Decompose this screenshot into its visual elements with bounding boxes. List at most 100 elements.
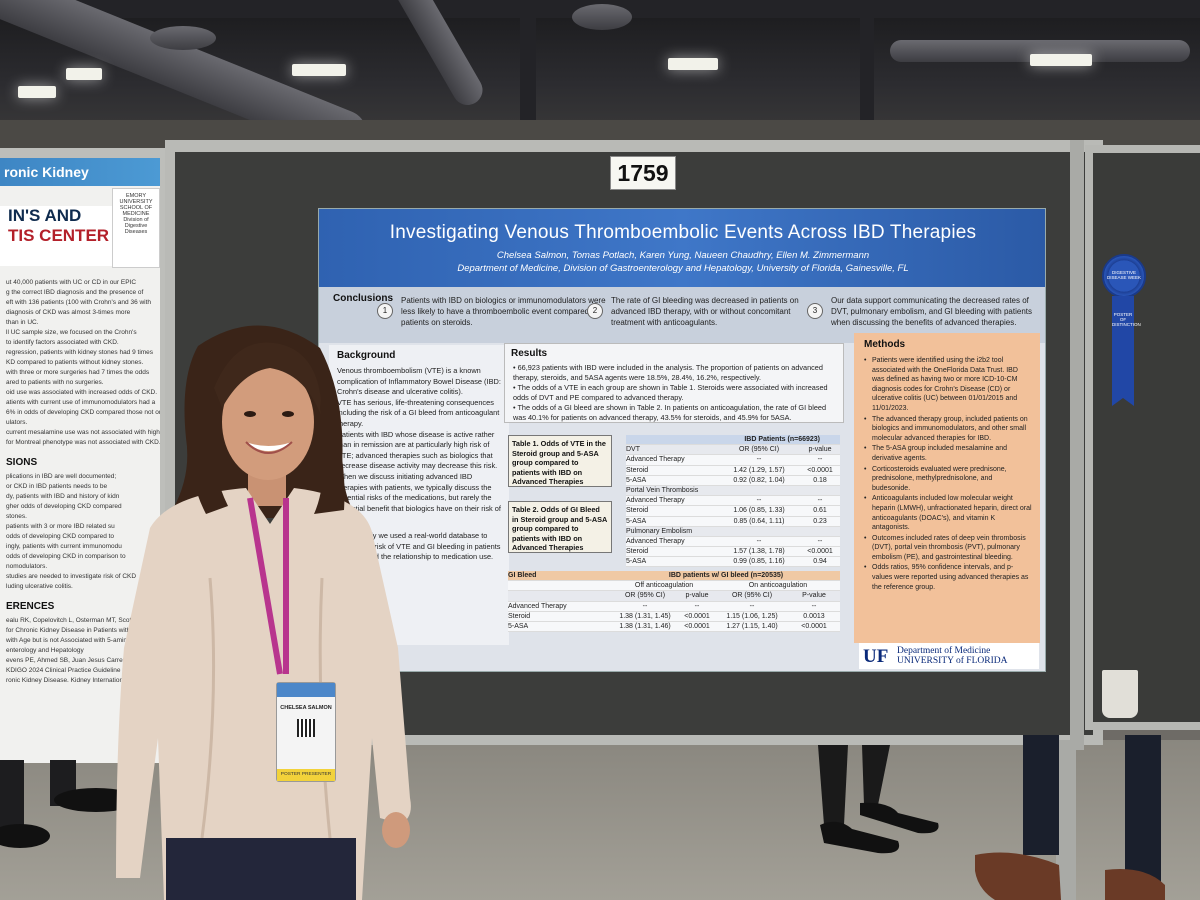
neighbor-text-line: ealu RK, Copelovitch L, Osterman MT, Sco…: [6, 617, 160, 624]
table-cell: --: [694, 602, 700, 610]
table-cell: 0.99 (0.85, 1.16): [733, 558, 785, 566]
table2-gi-bleed-odds: GI Bleed IBD patients w/ GI bleed (n=2053…: [508, 571, 840, 633]
board-post: [1070, 140, 1084, 750]
results-heading: Results: [511, 348, 548, 359]
table1-section-row: Portal Vein Thrombosis: [626, 485, 840, 497]
neighbor-text-line: ronic Kidney Disease. Kidney Internation…: [6, 677, 160, 684]
table-cell: Advanced Therapy: [626, 456, 685, 464]
neighbor-text-line: g the correct IBD diagnosis and the pres…: [6, 289, 144, 296]
table-cell: p-value: [808, 446, 832, 454]
conclusion-item: 3 Our data support communicating the dec…: [807, 295, 1041, 328]
neighbor-band-line: TIS CENTER: [8, 226, 110, 245]
background-paragraph: In this study we used a real-world datab…: [337, 530, 501, 562]
ribbon-text: POSTER OF DISTINCTION: [1112, 312, 1141, 327]
neighbor-text-line: ulators.: [6, 419, 28, 426]
conclusion-number: 3: [807, 303, 823, 319]
table-cell: OR (95% CI): [738, 446, 780, 454]
neighbor-text-line: nomodulators.: [6, 563, 48, 570]
table2-header-row: OR (95% CI) p-value OR (95% CI) P-value: [508, 591, 840, 602]
table-title: IBD Patients (n=66923): [744, 436, 820, 443]
results-bullet: • 66,923 patients with IBD were included…: [513, 363, 823, 382]
neighbor-text-line: ut 40,000 patients with UC or CD in our …: [6, 279, 137, 286]
poster-authors: Chelsea Salmon, Tomas Potlach, Karen Yun…: [496, 250, 870, 261]
table-cell: 1.42 (1.29, 1.57): [733, 466, 785, 474]
neighbor-text-line: stones.: [6, 513, 27, 520]
table-cell: Advanced Therapy: [626, 497, 685, 505]
neighbor-text-line: enterology and Hepatology: [6, 647, 84, 654]
neighbor-poster: ronic Kidney IN'S AND TIS CENTER EMORY U…: [0, 158, 160, 763]
table2-caption: Table 2. Odds of GI Bleed in Steroid gro…: [508, 501, 612, 553]
table-cell: OR (95% CI): [731, 592, 773, 600]
results-section: Results • 66,923 patients with IBD were …: [504, 339, 844, 639]
methods-list: Patients were identified using the i2b2 …: [854, 356, 1040, 592]
table2-title: GI Bleed IBD patients w/ GI bleed (n=2053…: [508, 571, 840, 582]
neighbor-text-line: odds of developing CKD compared to: [6, 533, 115, 540]
table1-title: IBD Patients (n=66923): [626, 435, 840, 446]
board-leg: [1056, 740, 1076, 900]
neighbor-text-line: studies are needed to investigate risk o…: [6, 573, 137, 580]
neighbor-text-line: oid use was associated with increased od…: [6, 389, 158, 396]
presenter: [116, 325, 411, 900]
ribbon-rosette: DIGESTIVE DISEASE WEEK: [1102, 254, 1146, 298]
table-cell: 5-ASA: [626, 558, 647, 566]
table-cell: DVT: [626, 446, 640, 454]
ceiling-light: [66, 68, 102, 80]
methods-bullet: The advanced therapy group, included pat…: [864, 415, 1032, 444]
table-title: IBD patients w/ GI bleed (n=20535): [668, 572, 784, 579]
table1-row: 5-ASA 0.99 (0.85, 1.16) 0.94: [626, 557, 840, 568]
methods-bullet: Corticosteroids evaluated were prednison…: [864, 465, 1032, 494]
ceiling-light: [668, 58, 718, 70]
table-cell: <0.0001: [684, 612, 710, 620]
conclusions-heading: Conclusions: [333, 293, 394, 304]
table-cell: Advanced Therapy: [508, 602, 567, 610]
ceiling-light: [292, 64, 346, 76]
table-cell: <0.0001: [807, 466, 833, 474]
uf-logo: UF: [863, 646, 889, 667]
plastic-cup: [1102, 670, 1138, 718]
table1-row: Steroid 1.42 (1.29, 1.57) <0.0001: [626, 466, 840, 476]
results-bullet: • The odds of a GI bleed are shown in Ta…: [513, 403, 827, 422]
neighbor-text-line: plications in IBD are well documented;: [6, 473, 117, 480]
table-cell: --: [811, 602, 817, 610]
table-cell: P-value: [802, 592, 826, 600]
table1-row: 5-ASA 0.92 (0.82, 1.04) 0.18: [626, 476, 840, 486]
table-cell: <0.0001: [807, 548, 833, 556]
table-cell: 1.38 (1.31, 1.46): [619, 622, 671, 630]
neighbor-text-line: odds of developing CKD in comparison to: [6, 553, 126, 560]
table-cell: 5-ASA: [508, 622, 529, 630]
table1-caption: Table 1. Odds of VTE in the Steroid grou…: [508, 435, 612, 487]
table-cell: Steroid: [626, 507, 649, 515]
name-badge: CHELSEA SALMON POSTER PRESENTER: [276, 682, 336, 782]
neighbor-references-heading: ERENCES: [6, 601, 55, 612]
table1-row: Advanced Therapy -- --: [626, 455, 840, 466]
conclusion-item: 2 The rate of GI bleeding was decreased …: [587, 295, 821, 328]
methods-section: Methods Patients were identified using t…: [854, 333, 1040, 643]
neighbor-text-line: for Chronic Kidney Disease in Patients w…: [6, 627, 160, 634]
table-cell: Advanced Therapy: [626, 537, 685, 545]
neighbor-text-line: for Montreal phenotype was not associate…: [6, 439, 160, 446]
table-cell: --: [642, 602, 648, 610]
table-cell: 1.38 (1.31, 1.45): [619, 612, 671, 620]
neighbor-text-line: diagnosis of CKD was almost 3-times more: [6, 309, 131, 316]
table-cell: 1.57 (1.38, 1.78): [733, 548, 785, 556]
conclusion-text: The rate of GI bleeding was decreased in…: [611, 296, 799, 327]
methods-bullet: Patients were identified using the i2b2 …: [864, 356, 1032, 414]
ceiling: [0, 0, 1200, 140]
table-cell: <0.0001: [684, 622, 710, 630]
table-cell: OR (95% CI): [624, 592, 666, 600]
ribbon-tail: [1112, 296, 1134, 406]
results-bullet: • The odds of a VTE in each group are sh…: [513, 383, 828, 402]
neighbor-text-line: regression, patients with kidney stones …: [6, 349, 154, 356]
neighbor-text-line: ingly, patients with current immunomodu: [6, 543, 122, 550]
table-cell: [800, 486, 840, 495]
table1-vte-odds: IBD Patients (n=66923) DVT OR (95% CI) p-va…: [626, 435, 840, 568]
neighbor-text-line: with Age but is not Associated with 5-am…: [6, 637, 160, 644]
table-cell: 0.92 (0.82, 1.04): [733, 476, 785, 484]
table-group-label: On anticoagulation: [748, 582, 808, 590]
background-paragraph: Venous thromboembolism (VTE) is a known …: [337, 366, 501, 397]
table-cell: 1.27 (1.15, 1.40): [726, 622, 778, 630]
table-cell: [800, 527, 840, 536]
table-cell: Portal Vein Thrombosis: [626, 486, 699, 494]
badge-role-strip: POSTER PRESENTER: [277, 769, 335, 781]
background-paragraph: VTE has serious, life-threatening conseq…: [337, 397, 500, 428]
